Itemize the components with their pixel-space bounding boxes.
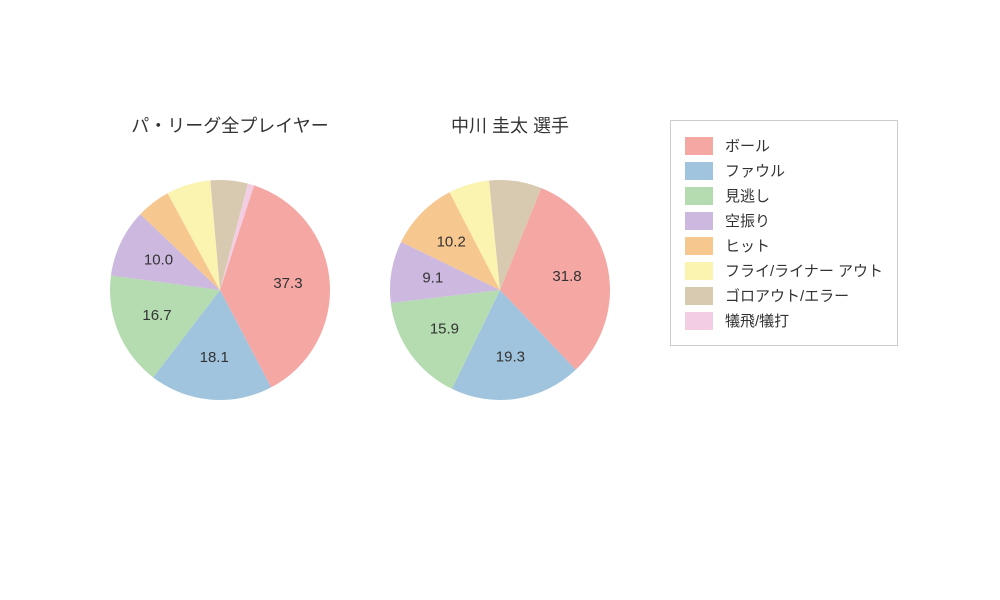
legend-label: ファウル [725, 160, 785, 181]
legend-label: 犠飛/犠打 [725, 310, 789, 331]
legend-swatch [685, 237, 713, 255]
legend-item: フライ/ライナー アウト [685, 260, 883, 281]
slice-label: 37.3 [273, 275, 302, 292]
legend-swatch [685, 262, 713, 280]
slice-label: 15.9 [430, 320, 459, 337]
legend-item: ゴロアウト/エラー [685, 285, 883, 306]
slice-label: 19.3 [496, 348, 525, 365]
slice-label: 9.1 [422, 270, 443, 287]
chart-container: パ・リーグ全プレイヤー 中川 圭太 選手 37.318.116.710.031.… [0, 0, 1000, 600]
legend-swatch [685, 162, 713, 180]
slice-label: 18.1 [200, 349, 229, 366]
legend-item: ファウル [685, 160, 883, 181]
legend-label: ボール [725, 135, 770, 156]
legend-item: 犠飛/犠打 [685, 310, 883, 331]
legend-item: 見逃し [685, 185, 883, 206]
legend-label: ヒット [725, 235, 770, 256]
slice-label: 16.7 [142, 307, 171, 324]
legend-swatch [685, 212, 713, 230]
legend-swatch [685, 312, 713, 330]
legend-label: 空振り [725, 210, 770, 231]
slice-label: 10.0 [144, 252, 173, 269]
legend-label: 見逃し [725, 185, 770, 206]
legend-item: ヒット [685, 235, 883, 256]
legend: ボールファウル見逃し空振りヒットフライ/ライナー アウトゴロアウト/エラー犠飛/… [670, 120, 898, 346]
legend-swatch [685, 137, 713, 155]
slice-label: 31.8 [552, 268, 581, 285]
legend-swatch [685, 187, 713, 205]
legend-label: ゴロアウト/エラー [725, 285, 849, 306]
legend-item: ボール [685, 135, 883, 156]
legend-item: 空振り [685, 210, 883, 231]
legend-swatch [685, 287, 713, 305]
slice-label: 10.2 [437, 233, 466, 250]
legend-label: フライ/ライナー アウト [725, 260, 883, 281]
